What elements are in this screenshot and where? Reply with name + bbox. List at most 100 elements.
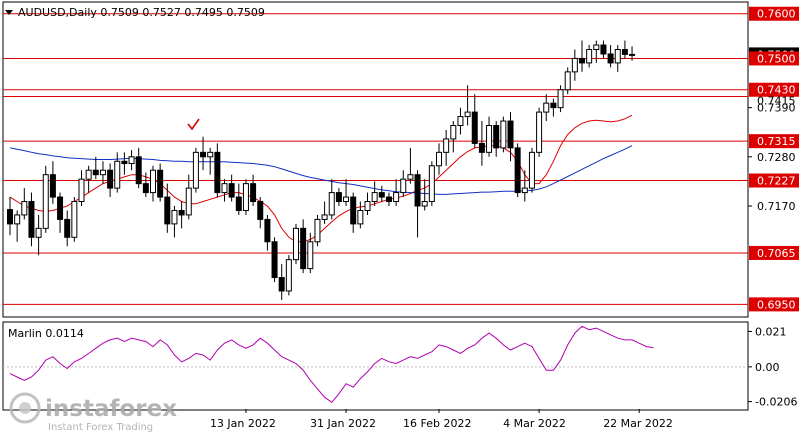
candle-down [200,151,207,158]
candle-down [514,147,521,194]
indicator-tick-label: 0.00 [755,361,780,374]
main-panel-frame [2,1,749,318]
time-tick-label: 4 Mar 2022 [503,417,566,430]
level-label: 0.7227 [757,175,796,188]
level-label-box [749,297,799,312]
candle-down [621,49,628,55]
candle-up [364,201,371,211]
candle-down [300,227,307,270]
chart-menu-triangle-icon[interactable] [5,10,13,15]
candle-down [142,183,149,194]
level-label-box [749,173,799,188]
candle-down [235,196,242,211]
candle-up [42,174,49,229]
candle-up [571,57,578,73]
candle-up [314,218,321,243]
time-axis: 13 Jan 2022 31 Jan 2022 16 Feb 2022 4 Mar 2… [210,409,673,430]
candle-up [421,201,428,207]
candle-up [393,192,400,203]
candle-up [564,71,571,91]
marlin-indicator: 0.021 0.00 -0.0206 [3,325,797,409]
candle-down [57,196,64,220]
candle-up [614,49,621,64]
candle-up [321,214,328,220]
indicator-title: Marlin 0.0114 [8,327,84,340]
candle-up [357,209,364,225]
candle-up [185,187,192,216]
candle-up [464,111,471,118]
candle-up [114,160,121,189]
candle-down [385,196,392,203]
price-axis: 0.73900.72800.71700.75090.76000.75000.74… [748,6,799,312]
time-tick-label: 22 Mar 2022 [603,417,673,430]
candle-down [250,183,257,203]
candle-down [478,142,485,153]
candle-down [228,183,235,198]
candle-up [171,209,178,225]
candle-up [21,201,28,216]
indicator-tick-label: 0.021 [755,325,787,338]
chart-title: AUDUSD,Daily 0.7509 0.7527 0.7495 0.7509 [18,6,265,19]
candle-up [500,120,507,149]
indicator-tick-label: -0.0206 [755,396,797,409]
watermark-tagline: Instant Forex Trading [48,422,153,433]
candle-up [450,125,457,140]
level-lines [3,13,748,305]
candle-up [557,89,564,109]
watermark-brand: instaforex [45,396,177,422]
candle-up [436,151,442,167]
candle-up [400,178,407,194]
candle-up [78,178,85,203]
candle-down [92,169,99,176]
candle-up [99,169,106,176]
candle-up [536,111,543,153]
candle-up [328,192,335,216]
candle-down [278,277,285,292]
candle-down [214,151,221,194]
candle-up [85,169,92,180]
candle-up [343,196,350,203]
candle-down [264,218,271,243]
level-label-box [749,6,799,21]
candle-down [600,44,607,55]
candle-down [550,102,557,109]
candle-up [457,116,464,127]
marlin-line [9,325,654,403]
candle-down [471,111,478,144]
level-label-box [749,134,799,149]
price-tick-label: 0.7170 [757,200,796,213]
price-tick-label: 0.7390 [757,102,796,115]
candle-down [607,53,614,64]
candle-down [414,174,421,207]
candle-up [593,44,600,51]
candle-down [579,57,585,64]
ma-red-line [9,114,633,243]
level-label: 0.7600 [757,8,796,21]
time-tick-label: 31 Jan 2022 [310,417,376,430]
candle-up [14,214,21,225]
candle-down [493,125,500,149]
candle-down [507,120,514,149]
candles [7,40,636,300]
candle-down [49,174,56,198]
instaforex-logo-core [19,402,31,414]
candle-up [35,227,42,238]
candle-up [586,49,593,64]
candle-up [528,151,535,189]
ma-blue-line [9,145,633,195]
candle-down [135,156,142,185]
level-label: 0.7500 [757,52,796,65]
candle-down [157,169,164,198]
candle-up [521,187,528,194]
candle-down [350,196,357,225]
candle-up [285,259,292,292]
candle-down [164,196,171,225]
candle-down [335,192,342,203]
candle-up [293,227,299,261]
price-tick-label: 0.7280 [757,151,796,164]
candle-up [307,241,314,270]
instaforex-logo-icon [9,392,41,424]
level-label: 0.7315 [757,135,796,148]
